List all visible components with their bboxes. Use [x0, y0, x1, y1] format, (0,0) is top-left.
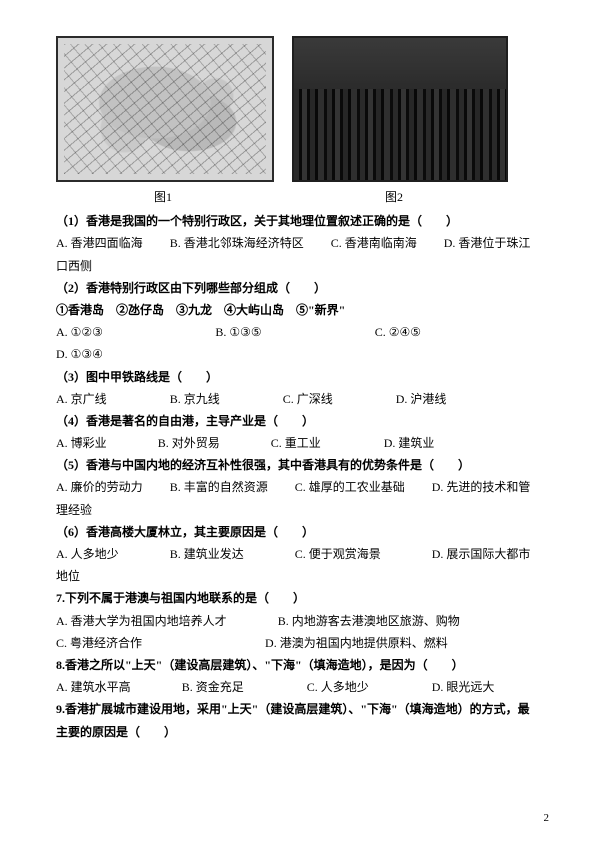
q7-opt-d: D. 港澳为祖国内地提供原料、燃料 [265, 636, 448, 650]
q6-opt-d: D. 展示国际大都市地位 [56, 547, 530, 583]
q5-stem: （5）香港与中国内地的经济互补性很强，其中香港具有的优势条件是（ ） [56, 454, 539, 476]
q7-opt-c: C. 粤港经济合作 [56, 636, 142, 650]
q1-opt-c: C. 香港南临南海 [331, 236, 417, 250]
q4-options: A. 博彩业 B. 对外贸易 C. 重工业 D. 建筑业 [56, 432, 539, 454]
q3-opt-d: D. 沪港线 [396, 392, 447, 406]
caption-row: 图1 图2 [56, 186, 539, 208]
figure-photo [292, 36, 508, 182]
q8-opt-d: D. 眼光远大 [432, 680, 495, 694]
q1-options: A. 香港四面临海 B. 香港北邻珠海经济特区 C. 香港南临南海 D. 香港位… [56, 232, 539, 276]
q5-opt-a: A. 廉价的劳动力 [56, 480, 143, 494]
q2-opt-d: D. ①③④ [56, 343, 539, 365]
figure-row [56, 36, 539, 182]
q4-opt-a: A. 博彩业 [56, 436, 107, 450]
q8-opt-a: A. 建筑水平高 [56, 680, 131, 694]
q7-stem: 7.下列不属于港澳与祖国内地联系的是（ ） [56, 587, 539, 609]
q3-options: A. 京广线 B. 京九线 C. 广深线 D. 沪港线 [56, 388, 539, 410]
q7-opt-a: A. 香港大学为祖国内地培养人才 [56, 614, 227, 628]
q5-options: A. 廉价的劳动力 B. 丰富的自然资源 C. 雄厚的工农业基础 D. 先进的技… [56, 476, 539, 520]
q4-opt-c: C. 重工业 [271, 436, 321, 450]
q4-stem: （4）香港是著名的自由港，主导产业是（ ） [56, 410, 539, 432]
q8-stem: 8.香港之所以"上天"（建设高层建筑）、"下海"（填海造地），是因为（ ） [56, 654, 539, 676]
q4-opt-b: B. 对外贸易 [158, 436, 220, 450]
page-number: 2 [544, 808, 550, 828]
q8-opt-b: B. 资金充足 [182, 680, 244, 694]
q5-opt-c: C. 雄厚的工农业基础 [295, 480, 405, 494]
q2-options-row1: A. ①②③ B. ①③⑤ C. ②④⑤ [56, 321, 539, 343]
q1-stem: （1）香港是我国的一个特别行政区，关于其地理位置叙述正确的是（ ） [56, 210, 539, 232]
q8-opt-c: C. 人多地少 [307, 680, 369, 694]
q7-opt-b: B. 内地游客去港澳地区旅游、购物 [278, 614, 460, 628]
q8-options: A. 建筑水平高 B. 资金充足 C. 人多地少 D. 眼光远大 [56, 676, 539, 698]
q2-items: ①香港岛 ②氹仔岛 ③九龙 ④大屿山岛 ⑤"新界" [56, 299, 539, 321]
figure-map [56, 36, 274, 182]
q2-opt-b: B. ①③⑤ [215, 321, 374, 343]
q3-stem: （3）图中甲铁路线是（ ） [56, 366, 539, 388]
q6-stem: （6）香港高楼大厦林立，其主要原因是（ ） [56, 521, 539, 543]
q2-opt-c: C. ②④⑤ [375, 321, 539, 343]
q3-opt-b: B. 京九线 [170, 392, 220, 406]
caption-2: 图2 [288, 186, 500, 208]
q4-opt-d: D. 建筑业 [384, 436, 435, 450]
q7-options-row2: C. 粤港经济合作 D. 港澳为祖国内地提供原料、燃料 [56, 632, 539, 654]
q2-opt-a: A. ①②③ [56, 321, 215, 343]
q9-stem: 9.香港扩展城市建设用地，采用"上天"（建设高层建筑）、"下海"（填海造地）的方… [56, 698, 539, 742]
q6-opt-a: A. 人多地少 [56, 547, 119, 561]
caption-1: 图1 [56, 186, 270, 208]
q1-opt-a: A. 香港四面临海 [56, 236, 143, 250]
q1-opt-b: B. 香港北邻珠海经济特区 [170, 236, 304, 250]
q3-opt-c: C. 广深线 [283, 392, 333, 406]
q5-opt-b: B. 丰富的自然资源 [170, 480, 268, 494]
q2-stem: （2）香港特别行政区由下列哪些部分组成（ ） [56, 277, 539, 299]
q6-options: A. 人多地少 B. 建筑业发达 C. 便于观赏海景 D. 展示国际大都市地位 [56, 543, 539, 587]
q6-opt-c: C. 便于观赏海景 [295, 547, 381, 561]
q7-options-row1: A. 香港大学为祖国内地培养人才 B. 内地游客去港澳地区旅游、购物 [56, 610, 539, 632]
q3-opt-a: A. 京广线 [56, 392, 107, 406]
q6-opt-b: B. 建筑业发达 [170, 547, 244, 561]
